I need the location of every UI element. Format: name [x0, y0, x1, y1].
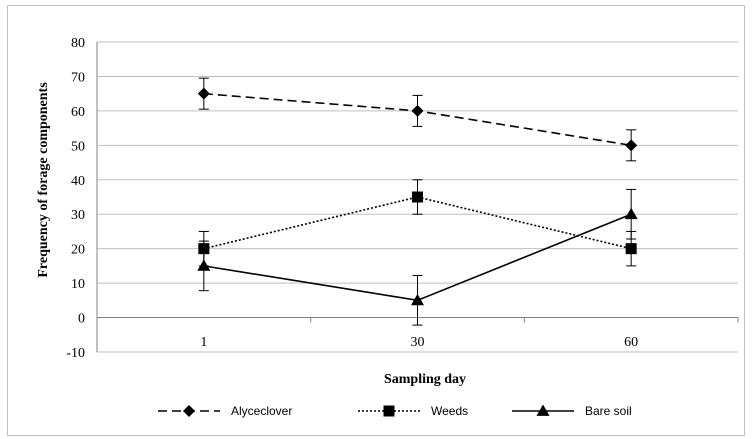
y-tick-labels: -10 0 10 20 30 40 50 60 70 80 — [66, 36, 85, 361]
x-axis-title: Sampling day — [384, 372, 466, 387]
y-tick-label: -10 — [66, 346, 85, 361]
data-point — [625, 139, 638, 152]
data-point — [197, 87, 210, 100]
legend: Alyceclover Weeds Bare soil — [158, 404, 632, 418]
x-tick-label: 60 — [624, 335, 638, 350]
data-point — [624, 207, 638, 220]
legend-label: Alyceclover — [231, 404, 292, 418]
legend-item-alyceclover: Alyceclover — [158, 404, 292, 418]
data-point — [412, 191, 423, 203]
data-point — [411, 104, 424, 117]
y-tick-label: 30 — [71, 208, 85, 223]
legend-marker — [183, 405, 195, 417]
series-line — [203, 196, 632, 250]
y-tick-label: 10 — [71, 277, 85, 292]
y-tick-label: 80 — [71, 36, 85, 51]
data-point — [625, 243, 637, 255]
legend-label: Weeds — [431, 404, 468, 418]
data-point — [197, 259, 211, 271]
series-weeds — [198, 179, 637, 267]
legend-marker — [383, 405, 395, 417]
y-tick-label: 60 — [71, 105, 85, 120]
y-tick-label: 70 — [71, 70, 85, 85]
x-tick-label: 1 — [200, 335, 207, 350]
x-tick-labels: 1 30 60 — [200, 335, 638, 350]
legend-item-bare-soil: Bare soil — [512, 404, 632, 418]
series-bare-soil — [197, 188, 638, 326]
series-alyceclover — [197, 77, 638, 162]
y-tick-label: 40 — [71, 174, 85, 189]
legend-label: Bare soil — [585, 404, 632, 418]
data-point — [411, 293, 424, 306]
legend-item-weeds: Weeds — [358, 404, 468, 418]
series — [197, 77, 638, 326]
y-tick-label: 0 — [78, 312, 85, 327]
y-axis-title: Frequency of forage components — [36, 82, 51, 278]
x-tick-label: 30 — [411, 335, 425, 350]
legend-marker — [536, 404, 550, 416]
y-tick-label: 20 — [71, 243, 85, 258]
y-tick-label: 50 — [71, 139, 85, 154]
